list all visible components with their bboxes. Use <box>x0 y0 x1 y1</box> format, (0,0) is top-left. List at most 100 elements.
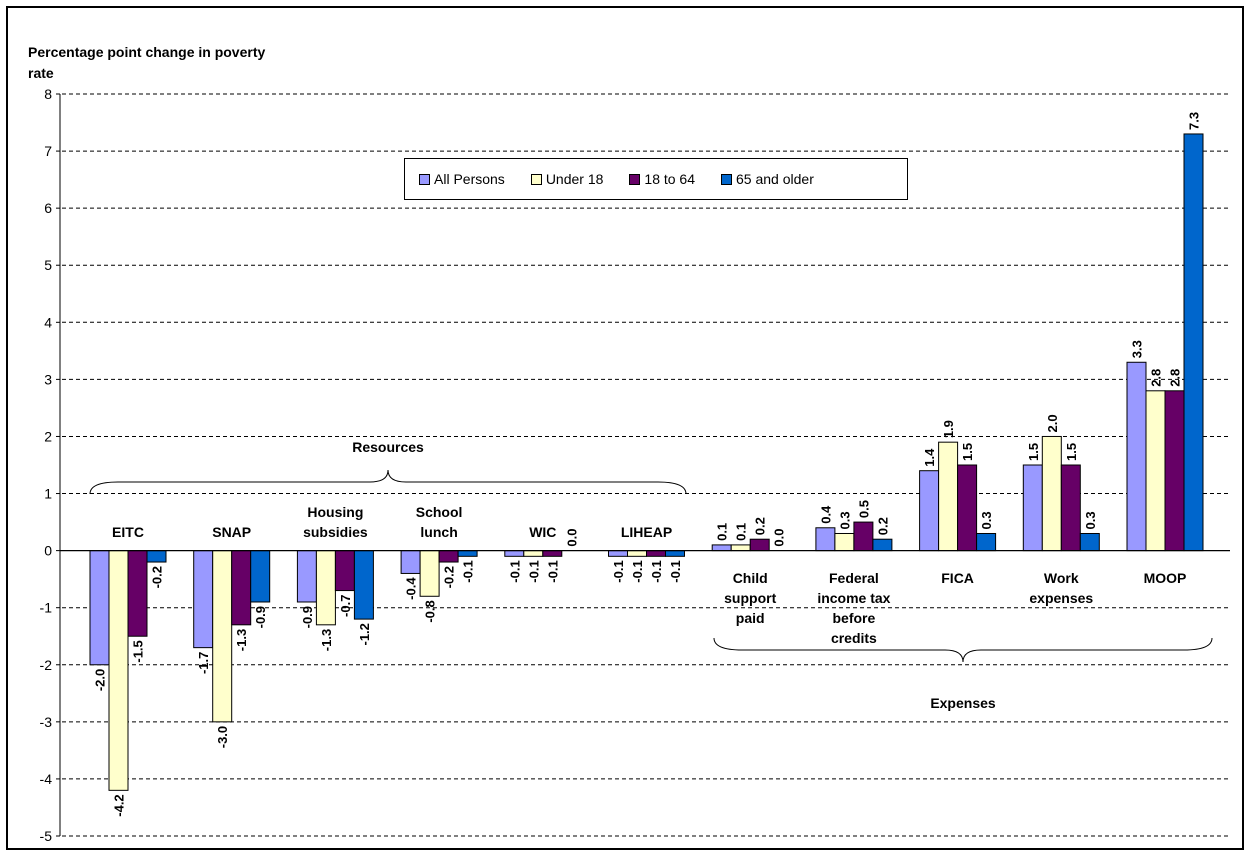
bar <box>872 538 893 552</box>
y-tick-label: 6 <box>44 200 52 216</box>
data-label: -1.2 <box>357 623 372 645</box>
bar <box>627 550 647 557</box>
group-label-resources: Resources <box>352 439 424 455</box>
legend-item: All Persons <box>419 171 505 187</box>
bar <box>400 550 421 574</box>
data-label: 2.0 <box>1045 414 1060 432</box>
bar <box>815 527 836 552</box>
data-label: 0.2 <box>875 517 890 535</box>
data-label: -0.1 <box>668 560 683 582</box>
data-label: -1.3 <box>319 629 334 651</box>
y-tick-label: 5 <box>44 257 52 273</box>
data-label: 0.1 <box>715 523 730 541</box>
y-tick-label: 2 <box>44 428 52 444</box>
bar <box>834 532 855 552</box>
legend: All Persons Under 18 18 to 64 65 and old… <box>404 158 908 200</box>
bar <box>250 550 271 603</box>
data-label: 0.3 <box>837 511 852 529</box>
bar <box>608 550 628 557</box>
group-label-expenses: Expenses <box>930 695 996 711</box>
y-tick-label: 7 <box>44 143 52 159</box>
bar <box>646 550 666 557</box>
bar <box>504 550 525 557</box>
bar <box>127 550 148 637</box>
data-label: 3.3 <box>1130 340 1145 358</box>
data-label: 7.3 <box>1187 112 1202 130</box>
category-label: SNAP <box>212 524 251 540</box>
bar <box>212 550 233 723</box>
resources-brace <box>89 469 687 495</box>
y-tick-label: -2 <box>40 657 53 673</box>
data-label: -1.3 <box>234 629 249 651</box>
bar <box>1183 133 1204 552</box>
bar <box>315 550 336 626</box>
bar <box>89 550 110 666</box>
bar <box>919 470 940 552</box>
data-label: -0.4 <box>404 577 419 600</box>
data-label: -1.5 <box>131 640 146 662</box>
category-label: Work <box>1044 570 1079 586</box>
data-label: 1.9 <box>941 420 956 438</box>
data-label: -0.1 <box>461 560 476 582</box>
bar <box>957 464 978 552</box>
data-label: -0.1 <box>526 560 541 582</box>
bar <box>711 544 732 552</box>
bar <box>231 550 252 626</box>
category-label: WIC <box>529 524 556 540</box>
bar <box>749 538 770 552</box>
data-label: -0.1 <box>630 560 645 582</box>
bar <box>457 550 478 557</box>
category-label: Housing <box>307 504 363 520</box>
bar <box>438 550 459 563</box>
data-label: -1.7 <box>196 652 211 674</box>
data-label: -0.9 <box>300 606 315 628</box>
bar <box>1022 464 1043 552</box>
category-label: income tax <box>817 590 890 606</box>
y-tick-label: 1 <box>44 486 52 502</box>
bar <box>1145 390 1166 552</box>
bar <box>146 550 167 563</box>
bar <box>976 532 997 552</box>
data-label: -0.2 <box>150 566 165 588</box>
y-tick-label: 3 <box>44 371 52 387</box>
category-label: Child <box>733 570 768 586</box>
data-label: -0.7 <box>338 595 353 617</box>
data-label: 0.2 <box>753 517 768 535</box>
bar <box>193 550 214 649</box>
data-label: 0.5 <box>856 500 871 518</box>
legend-label: All Persons <box>434 171 505 187</box>
y-tick-label: -3 <box>40 714 53 730</box>
bar <box>1041 435 1062 552</box>
y-axis-title: Percentage point change in poverty rate <box>28 44 266 81</box>
legend-label: 18 to 64 <box>644 171 696 187</box>
bar <box>523 550 544 557</box>
category-label: EITC <box>112 524 144 540</box>
legend-swatch <box>530 173 542 185</box>
category-label: expenses <box>1029 590 1093 606</box>
legend-item: Under 18 <box>530 171 603 187</box>
legend-item: 18 to 64 <box>629 171 695 187</box>
bar <box>542 550 563 557</box>
y-tick-label: 8 <box>44 86 52 102</box>
y-tick-label: -5 <box>40 828 53 844</box>
bar <box>419 550 440 597</box>
legend-label: 65 and older <box>736 171 814 187</box>
category-label: LIHEAP <box>621 524 672 540</box>
data-label: -0.8 <box>423 600 438 622</box>
data-label: 0.0 <box>772 529 787 547</box>
y-tick-label: 0 <box>44 543 52 559</box>
bar <box>296 550 317 603</box>
data-label: -4.2 <box>112 794 127 816</box>
category-label: MOOP <box>1144 570 1187 586</box>
bar <box>1060 464 1081 552</box>
data-label: 0.0 <box>564 529 579 547</box>
category-label: FICA <box>941 570 974 586</box>
category-label: credits <box>831 630 877 646</box>
y-tick-label: -1 <box>40 600 53 616</box>
data-label: -0.1 <box>545 560 560 582</box>
y-tick-label: -4 <box>40 771 53 787</box>
data-label: 2.8 <box>1168 369 1183 387</box>
bar <box>1164 390 1185 552</box>
data-label: -3.0 <box>215 726 230 748</box>
